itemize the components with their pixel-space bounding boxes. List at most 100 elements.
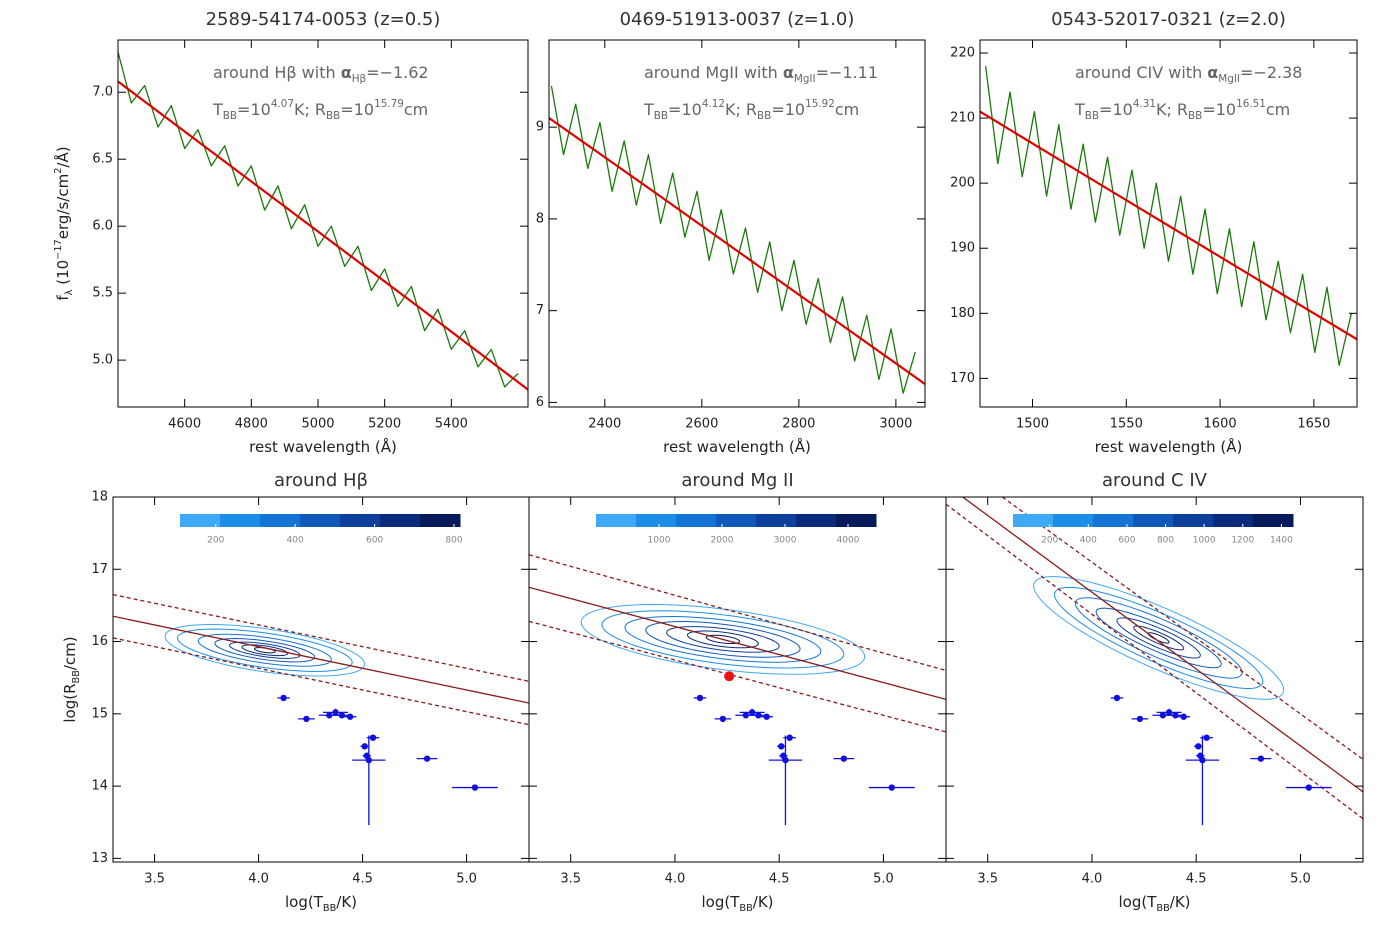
x-tick-label: 2600 xyxy=(685,417,718,432)
y-tick-label: 200 xyxy=(950,176,975,191)
x-axis-label: log(TBB/K) xyxy=(1118,893,1190,914)
x-axis-label: rest wavelength (Å) xyxy=(1095,437,1243,456)
density-contour xyxy=(1033,576,1285,700)
annotation-part: MgII xyxy=(1218,73,1240,85)
colorbar-swatch xyxy=(380,514,421,527)
data-point xyxy=(696,694,704,702)
data-point xyxy=(1180,713,1187,720)
annotation-part: around Hβ with xyxy=(213,63,341,82)
annotation-part: =10 xyxy=(668,100,702,119)
plot-frame xyxy=(979,39,1358,408)
density-contour xyxy=(580,603,866,675)
density-contour xyxy=(197,633,332,667)
colorbar-swatch xyxy=(796,514,837,527)
highlight-point xyxy=(724,671,735,682)
density-contour xyxy=(705,634,741,645)
fit-line xyxy=(962,497,1363,793)
x-tick-label: 2800 xyxy=(782,417,815,432)
annotation: around Hβ with αHβ=−1.62 xyxy=(213,63,429,86)
x-axis-label: log(TBB/K) xyxy=(285,893,357,914)
colorbar-swatch xyxy=(1253,514,1294,527)
plot-area xyxy=(113,593,529,826)
annotation-part: BB xyxy=(654,110,668,122)
data-point xyxy=(365,756,373,764)
confidence-line xyxy=(1001,497,1363,760)
annotation-part: =10 xyxy=(237,100,271,119)
x-tick-label: 5400 xyxy=(435,417,468,432)
y-tick-label: 13 xyxy=(91,851,108,866)
annotation-part: =10 xyxy=(340,100,374,119)
colorbar-tick-label: 4000 xyxy=(837,536,860,546)
data-point xyxy=(748,709,756,716)
density-contour xyxy=(228,641,301,659)
x-axis-label-part: rest wavelength (Å) xyxy=(249,437,397,456)
annotation-part: T xyxy=(212,100,223,119)
density-contour xyxy=(1133,625,1185,651)
x-axis-label: log(TBB/K) xyxy=(701,893,773,914)
data-point xyxy=(280,694,287,702)
data-point xyxy=(423,755,431,762)
annotation-part: around MgII with xyxy=(644,63,783,82)
annotation-part: 4.12 xyxy=(702,98,725,110)
colorbar-swatch xyxy=(716,514,757,527)
density-contour xyxy=(601,610,845,669)
y-axis-label-part: −17 xyxy=(53,239,64,260)
data-point xyxy=(1257,755,1265,762)
density-contour xyxy=(164,624,366,677)
data-point xyxy=(755,712,762,719)
annotation: TBB=104.07K; RBB=1015.79cm xyxy=(212,98,428,122)
annotation: TBB=104.31K; RBB=1016.51cm xyxy=(1074,98,1290,122)
fit-line xyxy=(980,110,1357,341)
annotation-part: T xyxy=(643,100,654,119)
x-tick-label: 5000 xyxy=(301,417,334,432)
x-tick-label: 4.0 xyxy=(248,872,269,887)
data-point xyxy=(1305,784,1312,791)
data-point xyxy=(1159,712,1167,719)
fit-line xyxy=(549,117,925,385)
y-tick-label: 18 xyxy=(91,490,108,505)
x-tick-label: 4600 xyxy=(168,417,201,432)
x-axis-label-part: log(T xyxy=(285,893,324,911)
y-axis-label-part: erg/s/cm xyxy=(54,174,72,239)
data-point xyxy=(471,784,479,791)
annotation: around MgII with αMgII=−1.11 xyxy=(644,63,878,86)
annotation-part: 4.31 xyxy=(1133,98,1156,110)
colorbar-swatch xyxy=(340,514,381,527)
colorbar-swatch xyxy=(1093,514,1134,527)
fit-line xyxy=(529,586,946,701)
density-contour xyxy=(645,621,801,658)
plot-area xyxy=(549,85,925,394)
colorbar-swatch xyxy=(420,514,461,527)
y-axis-label-part: λ xyxy=(64,289,75,295)
plot-frame xyxy=(945,496,1364,863)
colorbar-swatch xyxy=(1173,514,1214,527)
panel-title: 0543-52017-0321 (z=2.0) xyxy=(1051,9,1286,30)
annotation-part: 4.07 xyxy=(271,98,294,110)
data-point xyxy=(1195,743,1202,750)
y-tick-label: 190 xyxy=(950,241,975,256)
colorbar-swatch xyxy=(756,514,797,527)
colorbar-tick-label: 1000 xyxy=(1193,536,1216,546)
colorbar-tick-label: 1200 xyxy=(1231,536,1254,546)
y-axis-label-part: (10 xyxy=(54,260,72,290)
y-axis-label-part: log(R xyxy=(61,684,79,723)
colorbar-swatch xyxy=(1013,514,1054,527)
annotation-part: α xyxy=(783,63,794,82)
plot-frame xyxy=(112,496,530,863)
colorbar-swatch xyxy=(836,514,877,527)
density-contour xyxy=(686,630,759,649)
annotation-part: cm xyxy=(835,100,859,119)
plot-area xyxy=(980,65,1357,366)
x-tick-label: 5.0 xyxy=(873,872,894,887)
annotation-part: BB xyxy=(1085,110,1099,122)
y-axis-label-part: /cm) xyxy=(61,636,79,670)
data-point xyxy=(888,784,895,791)
colorbar-tick-label: 800 xyxy=(1157,536,1174,546)
x-tick-label: 4.5 xyxy=(769,872,790,887)
x-tick-label: 1550 xyxy=(1110,417,1143,432)
data-point xyxy=(1165,709,1173,716)
panel-title: around Mg II xyxy=(681,470,793,491)
annotation-part: K; R xyxy=(294,100,326,119)
plot-frame xyxy=(548,39,926,408)
density-contour xyxy=(1116,617,1201,659)
